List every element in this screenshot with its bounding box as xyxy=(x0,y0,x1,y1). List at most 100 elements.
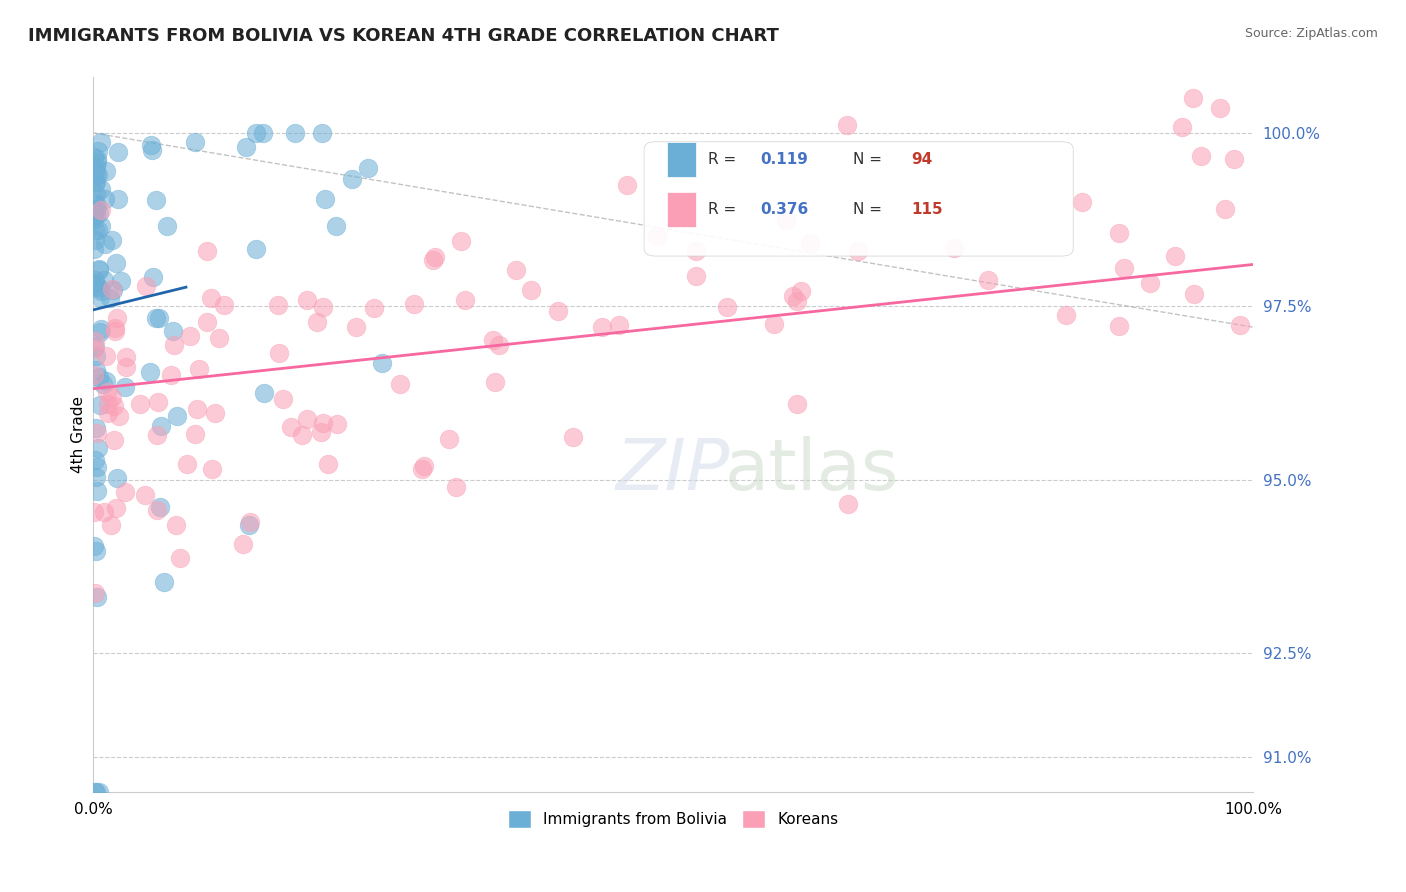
Point xyxy=(86,425,108,440)
Point xyxy=(145,193,167,207)
Point xyxy=(1108,226,1130,240)
Point xyxy=(402,297,425,311)
Point xyxy=(87,144,110,158)
Text: 0.119: 0.119 xyxy=(761,153,808,167)
Point xyxy=(312,300,335,314)
Point xyxy=(86,167,108,181)
Text: Source: ZipAtlas.com: Source: ZipAtlas.com xyxy=(1244,27,1378,40)
Point xyxy=(799,235,821,250)
Point xyxy=(86,208,108,222)
Point xyxy=(311,126,333,140)
Point xyxy=(97,406,120,420)
Point xyxy=(267,298,290,312)
Point xyxy=(89,290,111,304)
Point xyxy=(84,785,107,799)
Point xyxy=(105,310,128,325)
Point xyxy=(212,297,235,311)
Point xyxy=(363,301,385,315)
Point xyxy=(645,229,668,244)
Point xyxy=(104,321,127,335)
Point xyxy=(450,234,472,248)
Point xyxy=(547,304,569,318)
Point xyxy=(104,324,127,338)
Point xyxy=(295,411,318,425)
Point xyxy=(86,168,108,182)
Point xyxy=(89,325,111,339)
Point xyxy=(195,244,218,258)
Text: ZIP: ZIP xyxy=(616,436,730,505)
Point xyxy=(84,350,107,364)
Point xyxy=(145,311,167,326)
Point xyxy=(591,319,613,334)
Point xyxy=(141,138,163,153)
Y-axis label: 4th Grade: 4th Grade xyxy=(72,396,86,473)
Point xyxy=(505,262,527,277)
Point xyxy=(1139,276,1161,290)
Point xyxy=(444,480,467,494)
Point xyxy=(83,539,105,553)
Point xyxy=(253,386,276,401)
Point xyxy=(520,284,543,298)
Point xyxy=(204,406,226,420)
Point xyxy=(156,219,179,234)
Point xyxy=(86,363,108,377)
Point xyxy=(93,505,115,519)
Point xyxy=(716,300,738,314)
Point xyxy=(1229,318,1251,332)
Point xyxy=(782,289,804,303)
Point xyxy=(86,152,108,166)
Point xyxy=(484,375,506,389)
Point xyxy=(200,291,222,305)
Point xyxy=(97,397,120,411)
Point xyxy=(1213,202,1236,216)
Point xyxy=(87,206,110,220)
Point xyxy=(271,392,294,406)
Point xyxy=(1108,319,1130,334)
Point xyxy=(1182,91,1205,105)
Point xyxy=(134,488,156,502)
Point xyxy=(1182,287,1205,301)
Point xyxy=(943,241,966,255)
Point xyxy=(90,135,112,149)
Point xyxy=(90,219,112,233)
Point xyxy=(87,785,110,799)
Text: 94: 94 xyxy=(911,153,932,167)
Text: 0.376: 0.376 xyxy=(761,202,808,217)
Point xyxy=(105,471,128,485)
Point xyxy=(314,192,336,206)
Point xyxy=(762,317,785,331)
Point xyxy=(86,186,108,201)
Point xyxy=(114,380,136,394)
Point xyxy=(87,262,110,277)
Point xyxy=(84,340,107,354)
Point xyxy=(101,282,124,296)
Point xyxy=(340,172,363,186)
Point xyxy=(184,426,207,441)
Point xyxy=(1222,152,1244,166)
Point xyxy=(86,785,108,799)
Point xyxy=(1170,120,1192,134)
Point xyxy=(100,233,122,247)
Point xyxy=(107,192,129,206)
Point xyxy=(96,385,118,400)
Point xyxy=(616,178,638,192)
Point xyxy=(86,198,108,212)
Point xyxy=(166,409,188,424)
Point xyxy=(482,333,505,347)
Point xyxy=(84,452,107,467)
Point xyxy=(83,505,105,519)
Point xyxy=(152,575,174,590)
Point xyxy=(86,591,108,605)
Text: N =: N = xyxy=(853,153,887,167)
Point xyxy=(103,399,125,413)
Point xyxy=(561,430,583,444)
Point xyxy=(94,374,117,388)
Point xyxy=(86,442,108,456)
Point xyxy=(176,458,198,472)
Point xyxy=(148,310,170,325)
Point xyxy=(238,517,260,532)
Point xyxy=(83,276,105,290)
Point xyxy=(775,213,797,227)
Point xyxy=(89,398,111,412)
Point xyxy=(146,428,169,442)
